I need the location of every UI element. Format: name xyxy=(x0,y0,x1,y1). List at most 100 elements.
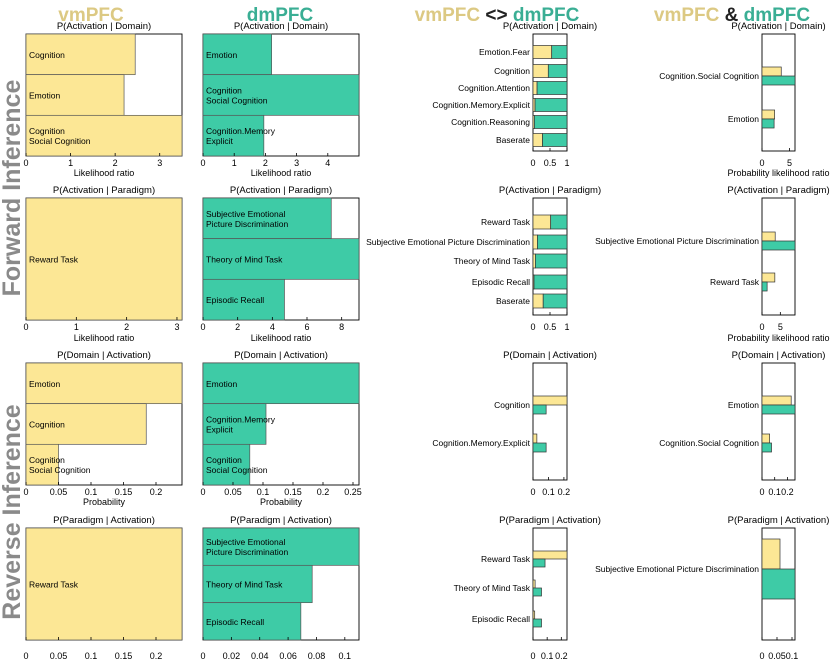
bars xyxy=(25,197,183,321)
bar xyxy=(532,558,546,568)
category-label: Subjective Emotional Picture Discriminat… xyxy=(366,237,530,247)
chart-panel-dm-rd: P(Domain | Activation) Emotion Cognition.M… xyxy=(200,350,361,507)
bars xyxy=(202,197,360,321)
bar xyxy=(761,231,776,242)
chart-title: P(Activation | Domain) xyxy=(503,21,597,32)
bar xyxy=(532,610,536,620)
x-tick-label: 0.08 xyxy=(308,651,326,661)
chart-panel-vm-fd: P(Activation | Domain) Cognition Emotion Co… xyxy=(23,21,183,178)
bar xyxy=(25,197,183,321)
category-label: Episodic Recall xyxy=(206,617,264,627)
category-label: Cognition xyxy=(494,400,530,410)
category-label: Cognition.Memory xyxy=(206,415,276,425)
category-label: Subjective Emotional Picture Discriminat… xyxy=(595,236,759,246)
category-label: Subjective Emotional xyxy=(206,209,285,219)
category-label: Episodic Recall xyxy=(472,614,530,624)
x-tick-label: 0 xyxy=(530,158,535,168)
x-tick-label: 0 xyxy=(759,158,764,168)
chart-title: P(Paradigm | Activation) xyxy=(499,515,601,526)
category-label: Picture Discrimination xyxy=(206,219,288,229)
chart-title: P(Activation | Paradigm) xyxy=(230,185,332,196)
bar-segment xyxy=(542,133,568,147)
x-tick-label: 0.1 xyxy=(541,651,554,661)
bar-segment xyxy=(550,214,568,230)
x-tick-label: 2 xyxy=(113,158,118,168)
category-label: Cognition.Attention xyxy=(458,83,530,93)
category-label: Social Cognition xyxy=(29,136,91,146)
x-tick-label: 2 xyxy=(263,158,268,168)
bar xyxy=(202,278,285,321)
bar xyxy=(761,281,768,292)
plot-frame xyxy=(532,362,568,481)
category-label: Episodic Recall xyxy=(472,277,530,287)
x-tick-label: 0 xyxy=(759,487,764,497)
bar-segment xyxy=(534,115,568,129)
chart-panel-conj-rp: P(Paradigm | Activation) Subjective Emoti… xyxy=(595,515,829,661)
x-tick-label: 0.2 xyxy=(555,651,568,661)
x-tick-label: 0.02 xyxy=(223,651,241,661)
bar xyxy=(25,443,59,486)
header-part: & xyxy=(719,5,743,26)
x-tick-label: 0.15 xyxy=(115,651,133,661)
bar xyxy=(532,404,547,415)
category-label: Baserate xyxy=(496,296,530,306)
chart-title: P(Activation | Paradigm) xyxy=(727,185,829,196)
category-label: Theory of Mind Task xyxy=(454,256,531,266)
category-label: Cognition.Memory.Explicit xyxy=(432,438,530,448)
category-label: Reward Task xyxy=(29,580,79,590)
bar xyxy=(532,442,547,453)
category-label: Reward Task xyxy=(481,554,531,564)
category-label: Reward Task xyxy=(29,255,79,265)
chart-title: P(Domain | Activation) xyxy=(234,350,328,361)
bar xyxy=(761,109,775,120)
bar-segment xyxy=(532,45,553,59)
category-label: Baserate xyxy=(496,135,530,145)
bar-segment xyxy=(532,214,552,230)
bar xyxy=(202,527,360,566)
x-tick-label: 0.05 xyxy=(224,487,242,497)
category-label: Cognition.Social Cognition xyxy=(659,438,759,448)
x-tick-label: 3 xyxy=(174,322,179,332)
bars xyxy=(202,527,360,641)
x-tick-label: 4 xyxy=(325,158,330,168)
bar xyxy=(25,527,183,641)
chart-title: P(Paradigm | Activation) xyxy=(230,515,332,526)
x-tick-label: 0.1 xyxy=(768,487,781,497)
category-label: Picture Discrimination xyxy=(206,547,288,557)
header-part: dmPFC xyxy=(247,5,314,26)
bar xyxy=(761,395,792,406)
category-label: Episodic Recall xyxy=(206,295,264,305)
chart-title: P(Activation | Paradigm) xyxy=(499,185,601,196)
chart-panel-vm-rp: P(Paradigm | Activation) Reward Task 0 0.05… xyxy=(23,515,183,661)
x-tick-label: 0.5 xyxy=(544,322,557,332)
category-label: Cognition xyxy=(29,455,65,465)
chart-panel-dm-rp: P(Paradigm | Activation) Subjective Emoti… xyxy=(200,515,360,661)
category-label: Emotion xyxy=(728,400,759,410)
chart-panel-vm-fp: P(Activation | Paradigm) Reward Task 0 1 2 3 L… xyxy=(23,185,183,343)
bars xyxy=(202,362,360,486)
x-tick-label: 0.1 xyxy=(85,651,98,661)
bar xyxy=(202,403,267,445)
category-label: Social Cognition xyxy=(29,465,91,475)
bar xyxy=(761,404,796,415)
x-tick-label: 0.2 xyxy=(317,487,330,497)
x-tick-label: 0.2 xyxy=(781,487,794,497)
bar-segment xyxy=(532,234,538,250)
bar xyxy=(202,602,302,641)
column-header-contrast: vmPFC <> dmPFC xyxy=(415,5,580,26)
bar-segment xyxy=(534,98,568,112)
bars xyxy=(761,395,796,453)
category-label: Cognition xyxy=(494,66,530,76)
x-axis-label: Likelihood ratio xyxy=(251,168,312,178)
category-label: Cognition.Reasoning xyxy=(451,117,530,127)
chart-title: P(Activation | Domain) xyxy=(234,21,328,32)
bars xyxy=(761,231,796,292)
bar xyxy=(202,74,360,116)
bar-segment xyxy=(536,81,568,95)
bar xyxy=(761,538,781,570)
x-tick-label: 0 xyxy=(200,651,205,661)
x-tick-label: 0.04 xyxy=(251,651,269,661)
x-tick-label: 0.25 xyxy=(344,487,362,497)
x-tick-label: 0.2 xyxy=(558,487,571,497)
chart-title: P(Domain | Activation) xyxy=(732,350,826,361)
